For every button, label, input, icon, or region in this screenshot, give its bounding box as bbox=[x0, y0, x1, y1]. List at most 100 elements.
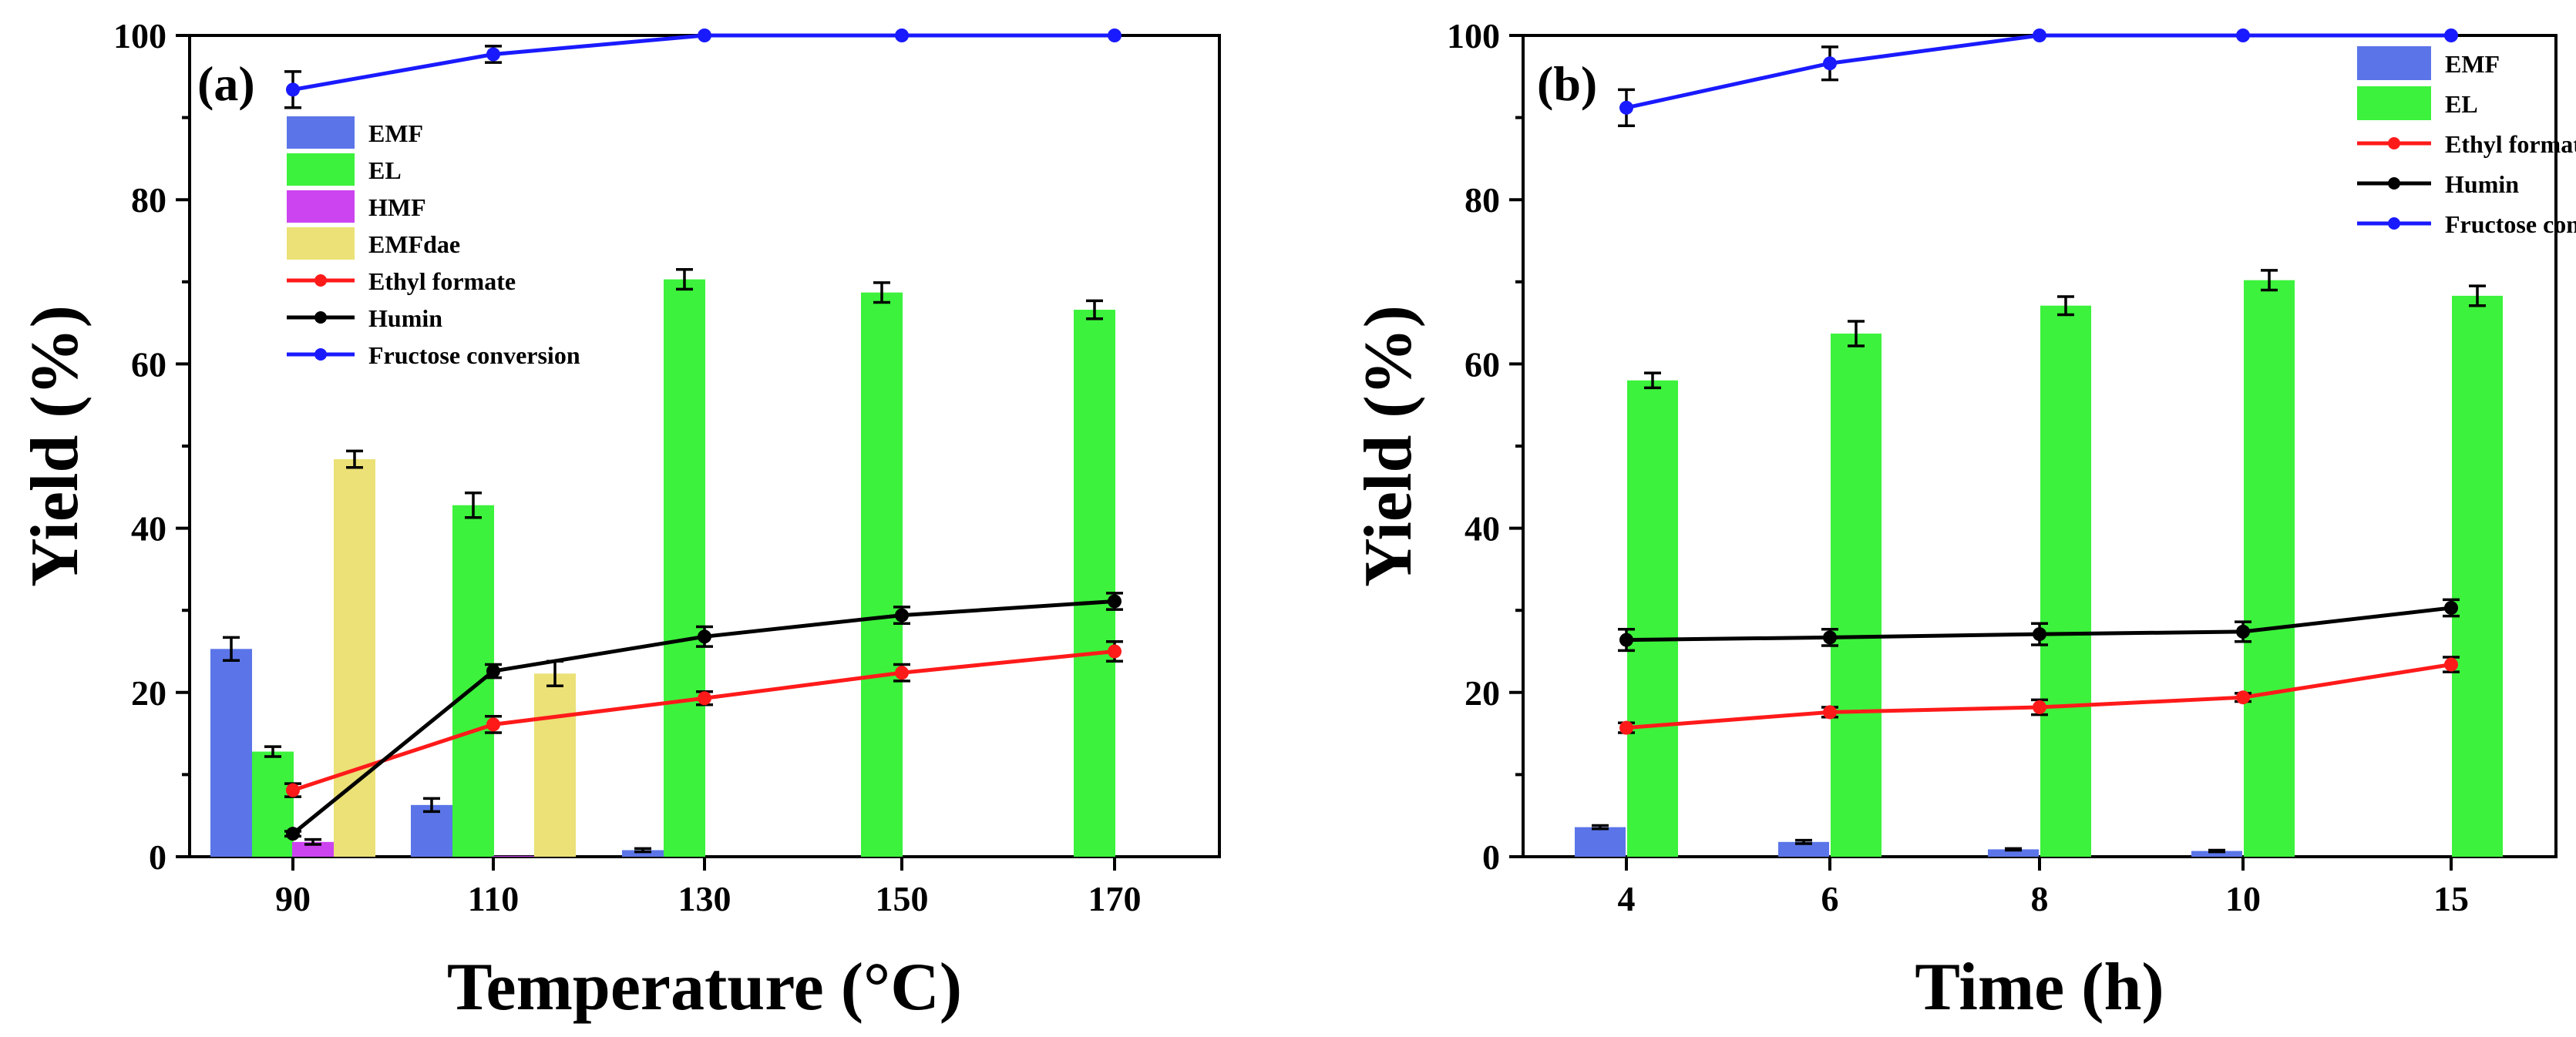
panel-b-bar-el-4 bbox=[1627, 380, 1678, 857]
panel-a-legend-swatch-el bbox=[287, 153, 355, 186]
panel-a-legend-item-ethyl-formate: Ethyl formate bbox=[287, 267, 516, 295]
panel-a-point-ethyl-formate-170 bbox=[1108, 644, 1122, 659]
panel-a-point-fructose-conversion-150 bbox=[895, 29, 909, 42]
panel-a-point-humin-170 bbox=[1108, 594, 1122, 609]
panel-b-point-humin-6 bbox=[1823, 630, 1837, 645]
panel-b-xtick-label-10: 10 bbox=[2225, 879, 2261, 918]
panel-b-legend-swatch-humin bbox=[2357, 177, 2431, 190]
panel-a-bar-error-el-170 bbox=[1086, 299, 1103, 320]
panel-b-lines bbox=[1618, 29, 2460, 735]
panel-a-point-humin-110 bbox=[486, 664, 500, 679]
panel-b-legend-label-humin: Humin bbox=[2445, 170, 2519, 198]
panel-b-bar-el-8 bbox=[2040, 305, 2091, 857]
panel-a-legend-swatch-fructose-conversion bbox=[287, 348, 355, 361]
panel-b-ytick-label-80: 80 bbox=[1465, 180, 1500, 220]
panel-a-bar-hmf-90 bbox=[292, 841, 334, 857]
panel-b-legend-label-el: EL bbox=[2445, 90, 2478, 118]
panel-b-point-ethyl-formate-4 bbox=[1619, 720, 1633, 735]
panel-b-legend-item-fructose-conversion: Fructose conversion bbox=[2357, 210, 2576, 238]
panel-b-legend-swatch-emf bbox=[2357, 46, 2431, 80]
panel-b-point-ethyl-formate-6 bbox=[1823, 705, 1837, 720]
panel-a-bar-error-emf-130 bbox=[634, 847, 651, 854]
panel-a-bar-el-90 bbox=[252, 751, 294, 857]
panel-a-bar-emfdae-110 bbox=[534, 673, 576, 857]
panel-b-xtick-label-6: 6 bbox=[1821, 879, 1839, 918]
panel-b-legend-item-emf: EMF bbox=[2357, 46, 2500, 80]
panel-a-bar-el-170 bbox=[1074, 310, 1115, 857]
panel-a-bar-error-emf-90 bbox=[223, 636, 240, 662]
panel-b-legend-label-fructose-conversion: Fructose conversion bbox=[2445, 210, 2576, 238]
panel-b-bar-error-el-4 bbox=[1644, 371, 1661, 390]
panel-a-bar-el-150 bbox=[861, 292, 903, 857]
panel-b-point-ethyl-formate-8 bbox=[2033, 700, 2046, 714]
panel-a-xtick-label-130: 130 bbox=[678, 879, 731, 918]
panel-a-bar-error-emf-110 bbox=[423, 797, 440, 814]
panel-a-point-humin-130 bbox=[698, 629, 711, 644]
panel-b-bar-emf-6 bbox=[1778, 841, 1829, 857]
panel-a-bar-el-110 bbox=[452, 505, 494, 857]
panel-a-bar-error-emfdae-90 bbox=[346, 449, 363, 469]
panel-b-bar-emf-8 bbox=[1988, 849, 2039, 857]
panel-a-legend-label-emfdae: EMFdae bbox=[368, 230, 460, 258]
panel-b-bars bbox=[1575, 269, 2503, 857]
panel-a-point-humin-150 bbox=[895, 608, 909, 623]
panel-a-legend-label-el: EL bbox=[368, 156, 402, 184]
panel-a-bar-error-el-130 bbox=[676, 268, 693, 291]
panel-a-point-ethyl-formate-110 bbox=[486, 717, 500, 732]
panel-a-legend-swatch-humin bbox=[287, 311, 355, 324]
panel-a-legend-label-fructose-conversion: Fructose conversion bbox=[368, 341, 580, 369]
panel-b-point-fructose-conversion-15 bbox=[2444, 29, 2458, 42]
panel-a-bar-error-hmf-90 bbox=[304, 837, 321, 846]
panel-b-point-ethyl-formate-15 bbox=[2444, 657, 2458, 672]
panel-b-legend-item-ethyl-formate: Ethyl formate bbox=[2357, 130, 2576, 158]
panel-a-xtick-label-170: 170 bbox=[1088, 879, 1142, 918]
panel-b-legend-label-emf: EMF bbox=[2445, 50, 2500, 78]
panel-a-legend-swatch-emfdae bbox=[287, 227, 355, 260]
panel-a-legend-item-el: EL bbox=[287, 153, 402, 186]
panel-a-xtick-label-150: 150 bbox=[876, 879, 929, 918]
panel-a-axes: 0 20 40 60 80 100 90 110 130 150 170 bbox=[113, 16, 1142, 918]
panel-b-bar-error-emf-4 bbox=[1592, 824, 1609, 831]
panel-a-bar-error-el-90 bbox=[264, 745, 281, 758]
panel-a-chart: (a) Temperature (°C) Yield (%) 0 20 40 60 80… bbox=[18, 16, 1221, 1025]
panel-a-legend-item-emf: EMF bbox=[287, 116, 423, 149]
panel-a-point-fructose-conversion-90 bbox=[286, 82, 300, 97]
panel-b-bar-emf-10 bbox=[2191, 851, 2242, 857]
panel-a-x-axis-title: Temperature (°C) bbox=[447, 950, 962, 1025]
panel-b-axes: 0 20 40 60 80 100 4 6 8 10 15 bbox=[1447, 16, 2469, 918]
panel-a-point-fructose-conversion-110 bbox=[486, 47, 500, 62]
panel-b-point-humin-4 bbox=[1619, 633, 1633, 647]
panel-b-xtick-label-8: 8 bbox=[2031, 879, 2049, 918]
panel-b-bar-error-emf-6 bbox=[1795, 838, 1812, 845]
panel-b-point-fructose-conversion-6 bbox=[1823, 56, 1837, 71]
panel-b-ytick-label-100: 100 bbox=[1447, 16, 1500, 55]
panel-a-bar-emf-130 bbox=[622, 850, 664, 857]
panel-b-point-humin-15 bbox=[2444, 601, 2458, 616]
panel-a-legend-item-hmf: HMF bbox=[287, 190, 426, 223]
panel-a-y-axis-title: Yield (%) bbox=[18, 305, 92, 587]
panel-b-xtick-label-15: 15 bbox=[2433, 879, 2469, 918]
panel-a-point-humin-90 bbox=[286, 827, 300, 841]
panel-b-chart: (b) Time (h) Yield (%) 0 20 40 60 80 100 4 6 8 10… bbox=[1351, 16, 2576, 1025]
panel-a-xtick-label-110: 110 bbox=[468, 879, 519, 918]
panel-a-bar-hmf-110 bbox=[493, 855, 534, 857]
panel-a-bar-error-el-150 bbox=[873, 281, 890, 304]
panel-b-legend: EMF EL Ethyl formate Humin Fructose conversi… bbox=[2357, 46, 2576, 238]
panel-b-point-humin-10 bbox=[2236, 624, 2250, 639]
panel-a-ytick-label-20: 20 bbox=[131, 673, 166, 713]
panel-b-point-humin-8 bbox=[2033, 627, 2046, 642]
panel-b-bar-error-el-15 bbox=[2469, 284, 2486, 307]
panel-a-legend-item-humin: Humin bbox=[287, 304, 442, 332]
panel-a-point-ethyl-formate-130 bbox=[698, 691, 711, 706]
panel-a-ytick-label-100: 100 bbox=[113, 16, 166, 55]
panel-a-point-fructose-conversion-170 bbox=[1108, 29, 1122, 42]
panel-b-ytick-label-40: 40 bbox=[1465, 509, 1500, 549]
panel-a-bar-emf-110 bbox=[411, 804, 452, 857]
panel-a-ytick-label-80: 80 bbox=[131, 180, 166, 220]
panel-b-legend-swatch-fructose-conversion bbox=[2357, 217, 2431, 230]
panel-a-ytick-label-60: 60 bbox=[131, 344, 166, 384]
panel-b-point-fructose-conversion-8 bbox=[2033, 29, 2046, 42]
panel-a-bar-error-el-110 bbox=[465, 492, 482, 519]
panel-b-bar-error-el-8 bbox=[2057, 295, 2074, 317]
